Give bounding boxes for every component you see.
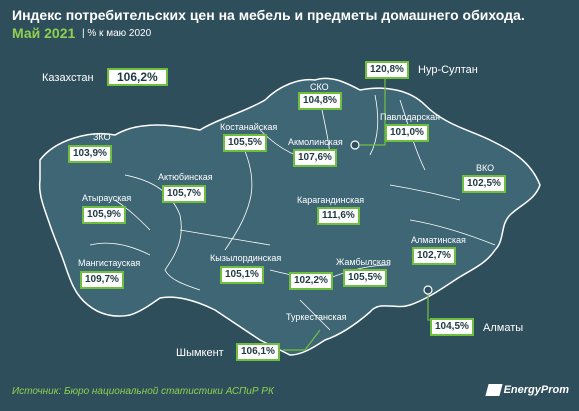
brand-logo: EnergyProm — [484, 384, 569, 397]
label-kyzylorda: Кызылординская — [210, 253, 282, 263]
country-name: Казахстан — [42, 72, 94, 84]
page-title: Индекс потребительских цен на мебель и п… — [12, 7, 525, 23]
value-vko: 102,5% — [462, 175, 506, 193]
label-zhambyl: Жамбылская — [336, 257, 391, 267]
label-akmola: Акмолинская — [288, 137, 343, 147]
label-vko: ВКО — [476, 163, 495, 173]
label-almaty-region: Алматинская — [411, 235, 466, 245]
value-almaty-region: 102,7% — [412, 247, 456, 265]
value-zhambyl: 105,5% — [343, 269, 387, 287]
label-karaganda: Карагандинская — [297, 195, 365, 205]
nursultan-leader — [360, 75, 386, 146]
value-kyzylorda: 105,1% — [220, 266, 264, 284]
value-atyrau: 105,9% — [82, 206, 126, 224]
label-nursultan: Нур-Султан — [418, 64, 478, 76]
label-turkestan: Туркестанская — [286, 312, 347, 322]
value-shymkent: 106,1% — [236, 343, 280, 361]
label-sko: СКО — [310, 82, 329, 92]
value-karaganda: 111,6% — [317, 207, 360, 225]
value-akmola: 107,6% — [293, 149, 337, 167]
value-almaty-city: 104,5% — [430, 318, 474, 336]
subtitle-note: | % к маю 2020 — [82, 28, 152, 39]
value-sko: 104,8% — [298, 92, 342, 110]
value-zko: 103,9% — [68, 145, 112, 163]
label-pavlodar: Павлодарская — [380, 112, 440, 122]
page-subtitle: Май 2021 — [12, 25, 76, 41]
logo-text: EnergyProm — [503, 384, 569, 396]
label-atyrau: Атырауская — [82, 193, 132, 203]
kazakhstan-outline — [38, 77, 541, 356]
nursultan-marker — [350, 140, 360, 150]
value-pavlodar: 101,0% — [385, 124, 429, 142]
value-kostanay: 105,5% — [223, 134, 267, 152]
energyprom-logo-icon — [484, 384, 503, 397]
label-mangistau: Мангистауская — [78, 258, 141, 268]
label-shymkent: Шымкент — [176, 347, 224, 359]
source-note: Источник: Бюро национальной статистики А… — [12, 386, 274, 397]
label-kostanay: Костанайская — [220, 122, 278, 132]
value-aktobe: 105,7% — [162, 185, 206, 203]
value-zhambyl-extra: 102,2% — [289, 272, 333, 290]
country-value: 106,2% — [107, 68, 168, 86]
shymkent-leader — [283, 329, 321, 351]
label-aktobe: Актюбинская — [158, 172, 213, 182]
label-zko: ЗКО — [93, 132, 111, 142]
almaty-marker — [423, 285, 433, 295]
value-nursultan: 120,8% — [365, 61, 409, 79]
value-mangistau: 109,7% — [80, 271, 124, 289]
label-almaty-city: Алматы — [483, 322, 524, 334]
